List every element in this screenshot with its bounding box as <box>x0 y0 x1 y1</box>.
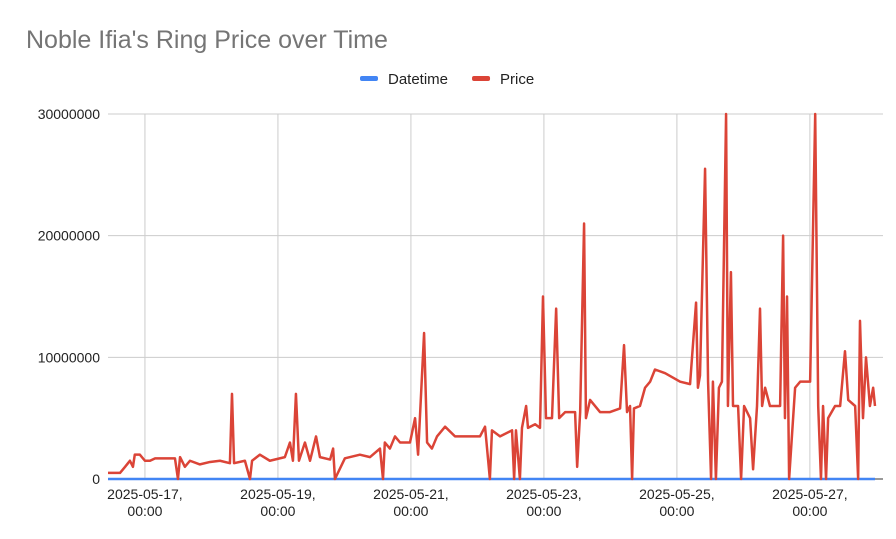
y-tick-label: 10000000 <box>38 349 101 365</box>
y-tick-label: 0 <box>92 471 100 487</box>
x-tick-label: 2025-05-25, 00:00 <box>639 486 715 519</box>
y-tick-label: 20000000 <box>38 228 101 244</box>
x-tick-label: 2025-05-27, 00:00 <box>772 486 848 519</box>
x-tick-label: 2025-05-23, 00:00 <box>506 486 582 519</box>
x-tick-label: 2025-05-19, 00:00 <box>240 486 316 519</box>
x-tick-label: 2025-05-17, 00:00 <box>107 486 183 519</box>
chart-title: Noble Ifia's Ring Price over Time <box>26 26 388 54</box>
legend-label: Datetime <box>388 71 448 88</box>
legend: Datetime Price <box>360 71 534 88</box>
legend-swatch <box>472 76 491 81</box>
x-tick-label: 2025-05-21, 00:00 <box>373 486 449 519</box>
series-line <box>108 112 877 481</box>
y-tick-label: 30000000 <box>38 106 101 122</box>
legend-label: Price <box>500 71 534 88</box>
legend-swatch <box>360 76 378 81</box>
